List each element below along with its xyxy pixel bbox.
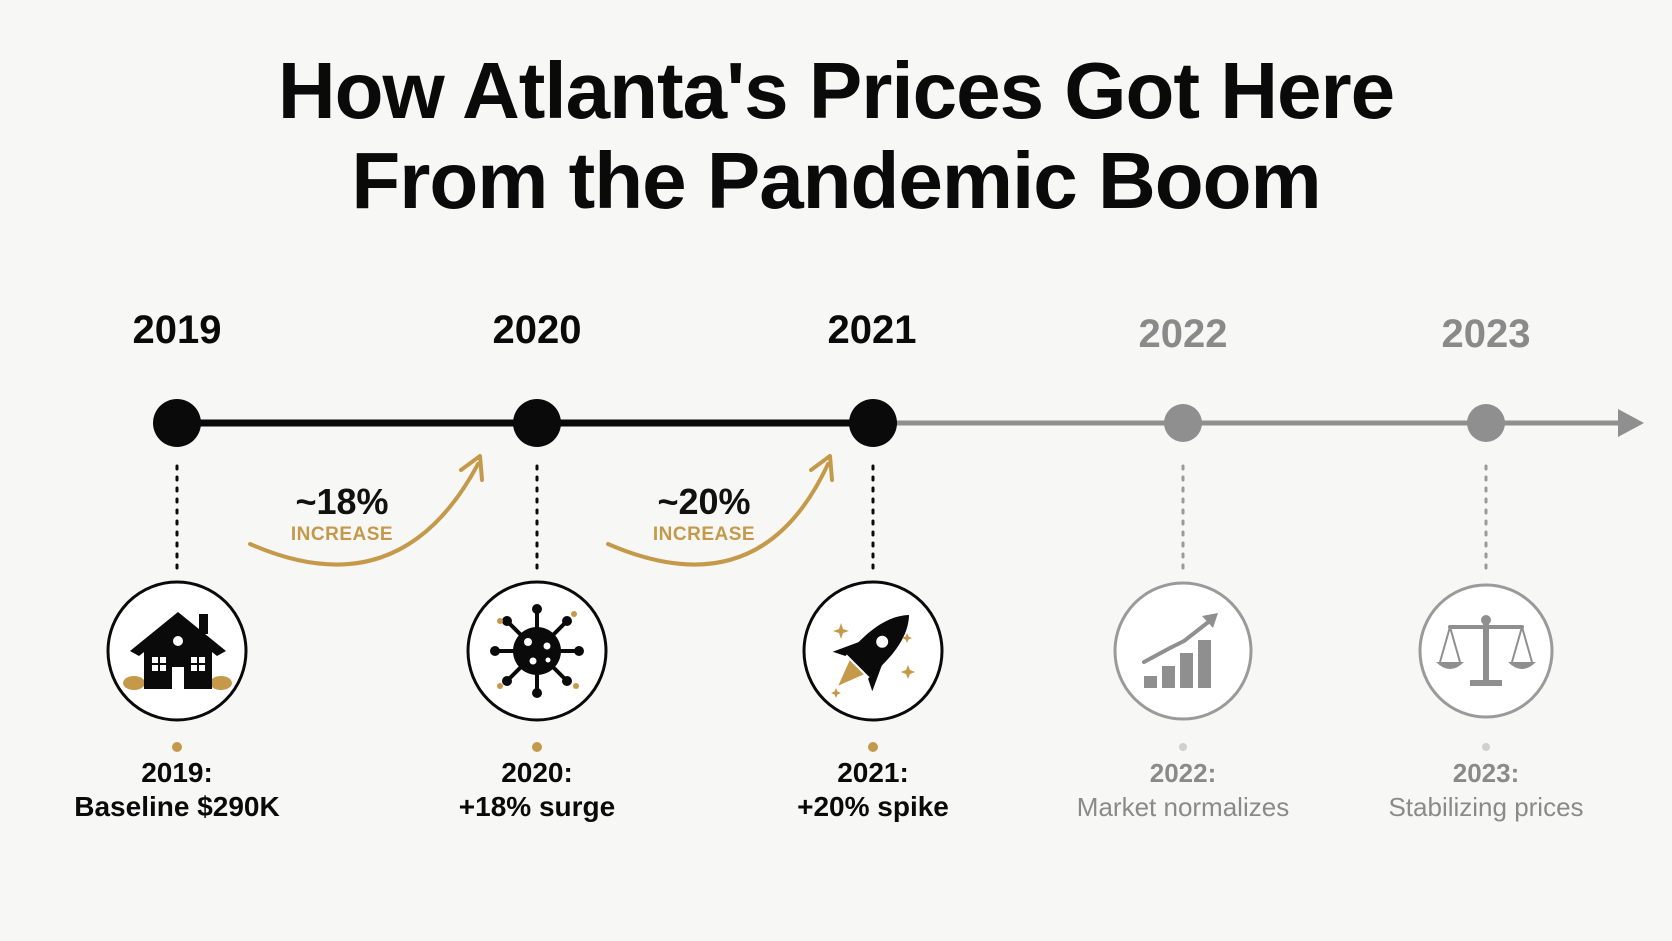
timeline-arrowhead: [1618, 409, 1644, 437]
increase-label-1: ~18% INCREASE: [242, 482, 442, 548]
caption-text-2020: +18% surge: [458, 791, 616, 822]
caption-text-2023: Stabilizing prices: [1388, 792, 1584, 822]
increase-arc-2: [606, 462, 830, 567]
year-label-2022: 2022: [1138, 312, 1228, 356]
balance-scale-icon: [1436, 615, 1536, 686]
caption-2019: 2019: Baseline $290K: [27, 756, 327, 824]
caption-2021: 2021: +20% spike: [723, 756, 1023, 824]
caption-text-2022: Market normalizes: [1076, 792, 1290, 822]
caption-year-2023: 2023:: [1452, 758, 1520, 788]
caption-year-2020: 2020:: [501, 757, 573, 788]
caption-2022: 2022: Market normalizes: [1033, 756, 1333, 824]
caption-dot-2022: [1179, 743, 1187, 751]
timeline-node-2021: [849, 399, 897, 447]
icon-circle-2022: [1113, 581, 1253, 721]
caption-year-2021: 2021:: [837, 757, 909, 788]
rocket-icon: [831, 614, 915, 698]
increase-word-1: INCREASE: [290, 524, 394, 545]
year-label-2023: 2023: [1441, 312, 1531, 356]
page-title: How Atlanta's Prices Got Here From the P…: [0, 46, 1672, 226]
increase-arc-1-arrowhead: [459, 454, 484, 482]
caption-dot-2020: [532, 742, 542, 752]
caption-2023: 2023: Stabilizing prices: [1336, 756, 1636, 824]
caption-dot-2023: [1482, 743, 1490, 751]
year-label-2019: 2019: [132, 308, 222, 352]
title-line-1: How Atlanta's Prices Got Here: [277, 46, 1395, 135]
increase-arc-1: [248, 462, 480, 567]
increase-arc-2-arrowhead: [809, 454, 834, 482]
title-line-2: From the Pandemic Boom: [351, 136, 1321, 225]
rising-chart-icon: [1142, 613, 1218, 688]
caption-2020: 2020: +18% surge: [387, 756, 687, 824]
increase-value-2: ~20%: [657, 481, 751, 522]
caption-year-2019: 2019:: [141, 757, 213, 788]
caption-year-2022: 2022:: [1149, 758, 1217, 788]
increase-value-1: ~18%: [295, 481, 389, 522]
timeline-node-2022: [1164, 404, 1202, 442]
house-icon: [123, 612, 232, 690]
timeline-node-2023: [1467, 404, 1505, 442]
year-label-2021: 2021: [827, 308, 917, 352]
caption-dot-2021: [868, 742, 878, 752]
caption-dot-2019: [172, 742, 182, 752]
year-label-2020: 2020: [492, 308, 582, 352]
timeline-node-2020: [513, 399, 561, 447]
virus-icon: [490, 604, 584, 698]
increase-word-2: INCREASE: [652, 524, 756, 545]
caption-text-2019: Baseline $290K: [74, 791, 280, 822]
increase-label-2: ~20% INCREASE: [604, 482, 804, 548]
caption-text-2021: +20% spike: [797, 791, 949, 822]
timeline-node-2019: [153, 399, 201, 447]
